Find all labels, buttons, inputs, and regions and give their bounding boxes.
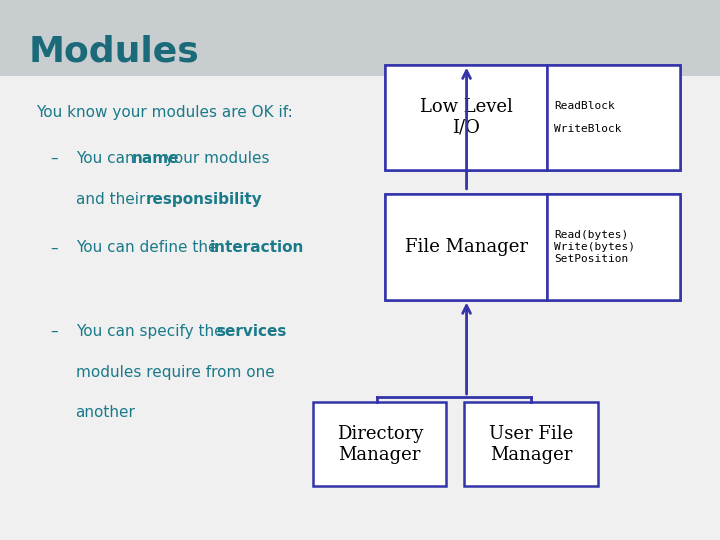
Text: You can specify the: You can specify the	[76, 324, 228, 339]
Text: You can define the: You can define the	[76, 240, 222, 255]
Bar	[385, 194, 547, 300]
Bar	[464, 402, 598, 486]
Bar	[547, 65, 680, 170]
Text: User File
Manager: User File Manager	[489, 425, 573, 463]
Bar	[547, 194, 680, 300]
Text: File Manager: File Manager	[405, 238, 528, 256]
Text: Directory
Manager: Directory Manager	[337, 425, 423, 463]
Bar	[385, 65, 547, 170]
Bar	[385, 194, 680, 300]
Text: Low Level
I/O: Low Level I/O	[420, 98, 513, 137]
Text: –: –	[50, 151, 58, 166]
Bar	[313, 402, 446, 486]
Text: You know your modules are OK if:: You know your modules are OK if:	[36, 105, 293, 120]
Bar	[0, 0, 720, 76]
Text: Modules: Modules	[29, 35, 199, 68]
Text: You can: You can	[76, 151, 139, 166]
Text: services: services	[217, 324, 287, 339]
Text: –: –	[50, 324, 58, 339]
Text: interaction: interaction	[210, 240, 304, 255]
Text: name: name	[132, 151, 179, 166]
Bar	[385, 65, 680, 170]
Text: Read(bytes)
Write(bytes)
SetPosition: Read(bytes) Write(bytes) SetPosition	[554, 231, 635, 264]
Text: –: –	[50, 240, 58, 255]
Text: ReadBlock

WriteBlock: ReadBlock WriteBlock	[554, 101, 622, 134]
Text: responsibility: responsibility	[146, 192, 263, 207]
Text: and their: and their	[76, 192, 150, 207]
Text: modules require from one: modules require from one	[76, 364, 274, 380]
Text: another: another	[76, 405, 135, 420]
Text: your modules: your modules	[161, 151, 270, 166]
